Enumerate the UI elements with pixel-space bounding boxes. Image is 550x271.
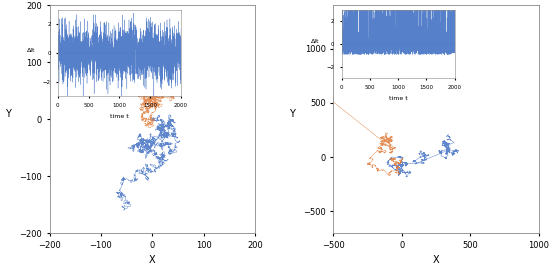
Y-axis label: Y: Y [289, 109, 295, 119]
X-axis label: X: X [149, 255, 156, 265]
X-axis label: X: X [433, 255, 439, 265]
Y-axis label: Y: Y [5, 109, 11, 119]
